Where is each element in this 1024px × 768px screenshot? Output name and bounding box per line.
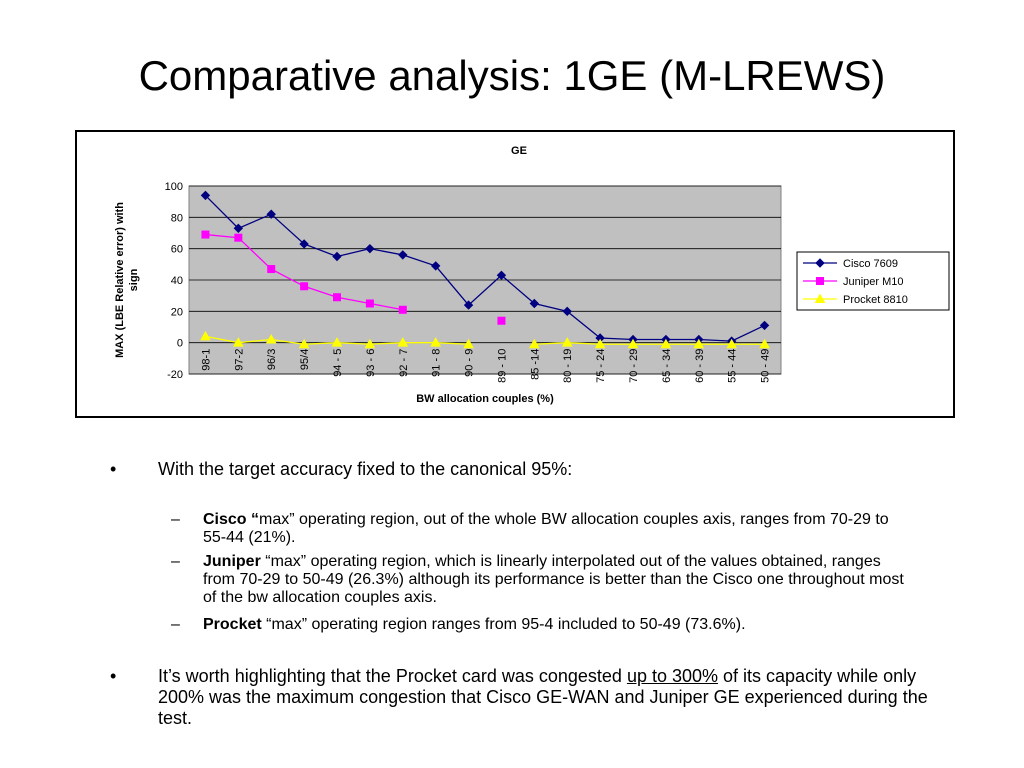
bullet-underlined-text: up to 300% bbox=[626, 666, 719, 686]
line-chart: 100 80 60 40 20 0 -20 98-1 97-2 96/3 95/4 94 - 5 93 … bbox=[114, 145, 950, 405]
point-cisco-7609 bbox=[200, 190, 211, 201]
point-procket-8810 bbox=[561, 337, 573, 347]
point-cisco-7609 bbox=[398, 250, 408, 260]
sub-bullet-label: Juniper bbox=[203, 553, 261, 570]
sub-bullet-dash: – bbox=[171, 553, 180, 570]
x-tick-label: 50 - 49 bbox=[760, 349, 772, 383]
legend-marker-juniper-m10 bbox=[816, 277, 824, 285]
point-procket-8810 bbox=[594, 338, 606, 349]
point-procket-8810 bbox=[200, 330, 211, 341]
y-tick-label: 80 bbox=[171, 212, 183, 224]
x-tick-label: 89 - 10 bbox=[496, 349, 508, 383]
y-tick-label: -20 bbox=[167, 369, 183, 381]
x-tick-label: 97-2 bbox=[233, 349, 245, 371]
bullet-dot: • bbox=[110, 666, 117, 686]
sub-bullet-text: “max” operating region, which is linearl… bbox=[203, 553, 904, 606]
point-juniper-m10 bbox=[201, 230, 210, 239]
x-tick-label: 92 - 7 bbox=[398, 349, 410, 377]
point-procket-8810 bbox=[430, 337, 442, 347]
point-cisco-7609 bbox=[529, 298, 540, 309]
point-cisco-7609 bbox=[496, 270, 507, 281]
point-procket-8810 bbox=[298, 338, 310, 349]
bullet-text: It’s worth highlighting that the Procket… bbox=[158, 666, 627, 686]
x-tick-label: 96/3 bbox=[266, 349, 278, 370]
y-tick-label: 0 bbox=[177, 338, 183, 350]
point-juniper-m10 bbox=[333, 293, 341, 302]
y-tick-label: 60 bbox=[171, 244, 183, 256]
y-axis-label: MAX (LBE Relative error) with sign bbox=[114, 202, 140, 358]
x-tick-label: 80 - 19 bbox=[562, 349, 574, 383]
bullet-target-accuracy: • With the target accuracy fixed to the … bbox=[110, 459, 930, 480]
x-tick-label: 91 - 8 bbox=[431, 349, 443, 377]
sub-bullet-cisco: – Cisco “max” operating region, out of t… bbox=[171, 511, 911, 547]
point-cisco-7609 bbox=[365, 243, 375, 254]
point-cisco-7609 bbox=[463, 300, 474, 310]
x-tick-label: 90 - 9 bbox=[464, 349, 476, 377]
x-tick-label: 98-1 bbox=[200, 349, 212, 371]
point-cisco-7609 bbox=[299, 239, 309, 249]
point-cisco-7609 bbox=[332, 251, 342, 262]
point-juniper-m10 bbox=[234, 233, 243, 242]
x-axis-label: BW allocation couples (%) bbox=[416, 393, 554, 405]
point-cisco-7609 bbox=[759, 320, 770, 331]
x-tick-label: 85 -14 bbox=[529, 349, 541, 380]
chart-title: GE bbox=[511, 145, 527, 157]
series-line-procket-8810 bbox=[534, 342, 765, 345]
sub-bullet-label: Procket bbox=[203, 616, 262, 633]
point-cisco-7609 bbox=[266, 209, 276, 219]
point-procket-8810 bbox=[397, 337, 409, 347]
point-procket-8810 bbox=[364, 338, 376, 349]
point-procket-8810 bbox=[331, 337, 343, 347]
y-tick-label: 100 bbox=[165, 181, 183, 193]
point-juniper-m10 bbox=[300, 282, 309, 291]
point-juniper-m10 bbox=[398, 305, 407, 314]
x-tick-label: 94 - 5 bbox=[332, 349, 344, 377]
point-juniper-m10 bbox=[267, 265, 276, 274]
point-procket-8810 bbox=[759, 338, 770, 349]
point-juniper-m10 bbox=[497, 316, 506, 325]
slide-title: Comparative analysis: 1GE (M-LREWS) bbox=[138, 52, 886, 99]
bullet-text: of its capacity while only 200% was the … bbox=[158, 666, 928, 728]
x-tick-label: 70 - 29 bbox=[628, 349, 640, 383]
x-tick-label: 55 - 44 bbox=[727, 349, 739, 383]
sub-bullet-dash: – bbox=[171, 511, 180, 528]
point-cisco-7609 bbox=[562, 306, 572, 317]
chart-frame: 100 80 60 40 20 0 -20 98-1 97-2 96/3 95/4 94 - 5 93 … bbox=[75, 130, 955, 418]
y-tick-label: 20 bbox=[171, 306, 183, 318]
legend-label: Procket 8810 bbox=[843, 294, 908, 306]
point-procket-8810 bbox=[627, 338, 639, 349]
point-procket-8810 bbox=[463, 338, 474, 349]
sub-bullet-text: max” operating region, out of the whole … bbox=[203, 511, 889, 546]
point-procket-8810 bbox=[726, 338, 738, 349]
sub-bullet-juniper: – Juniper “max” operating region, which … bbox=[171, 553, 911, 607]
sub-bullet-procket: – Procket “max” operating region ranges … bbox=[171, 616, 911, 634]
sub-bullet-text: “max” operating region ranges from 95-4 … bbox=[261, 616, 746, 633]
point-procket-8810 bbox=[660, 338, 672, 349]
legend-label: Cisco 7609 bbox=[843, 258, 898, 270]
point-procket-8810 bbox=[232, 337, 244, 347]
x-tick-label: 93 - 6 bbox=[365, 349, 377, 377]
point-cisco-7609 bbox=[430, 261, 441, 271]
sub-bullet-dash: – bbox=[171, 616, 180, 633]
point-procket-8810 bbox=[528, 338, 540, 349]
point-juniper-m10 bbox=[365, 299, 374, 308]
bullet-text: With the target accuracy fixed to the ca… bbox=[158, 459, 573, 479]
x-tick-label: 65 - 34 bbox=[661, 349, 673, 383]
legend-label: Juniper M10 bbox=[843, 276, 904, 288]
bullet-dot: • bbox=[110, 459, 117, 479]
point-procket-8810 bbox=[693, 338, 705, 349]
point-cisco-7609 bbox=[233, 223, 244, 234]
series-line-cisco-7609 bbox=[204, 194, 765, 342]
x-tick-label: 95/4 bbox=[299, 349, 311, 370]
legend-marker-procket-8810 bbox=[814, 293, 826, 303]
x-tick-label: 75 - 24 bbox=[595, 349, 607, 383]
y-tick-label: 40 bbox=[171, 275, 183, 287]
x-tick-label: 60 - 39 bbox=[694, 349, 706, 383]
bullet-congestion: • It’s worth highlighting that the Prock… bbox=[110, 666, 930, 729]
sub-bullet-label: Cisco “ bbox=[203, 511, 260, 528]
point-procket-8810 bbox=[265, 334, 277, 344]
legend-marker-cisco-7609 bbox=[815, 258, 825, 268]
